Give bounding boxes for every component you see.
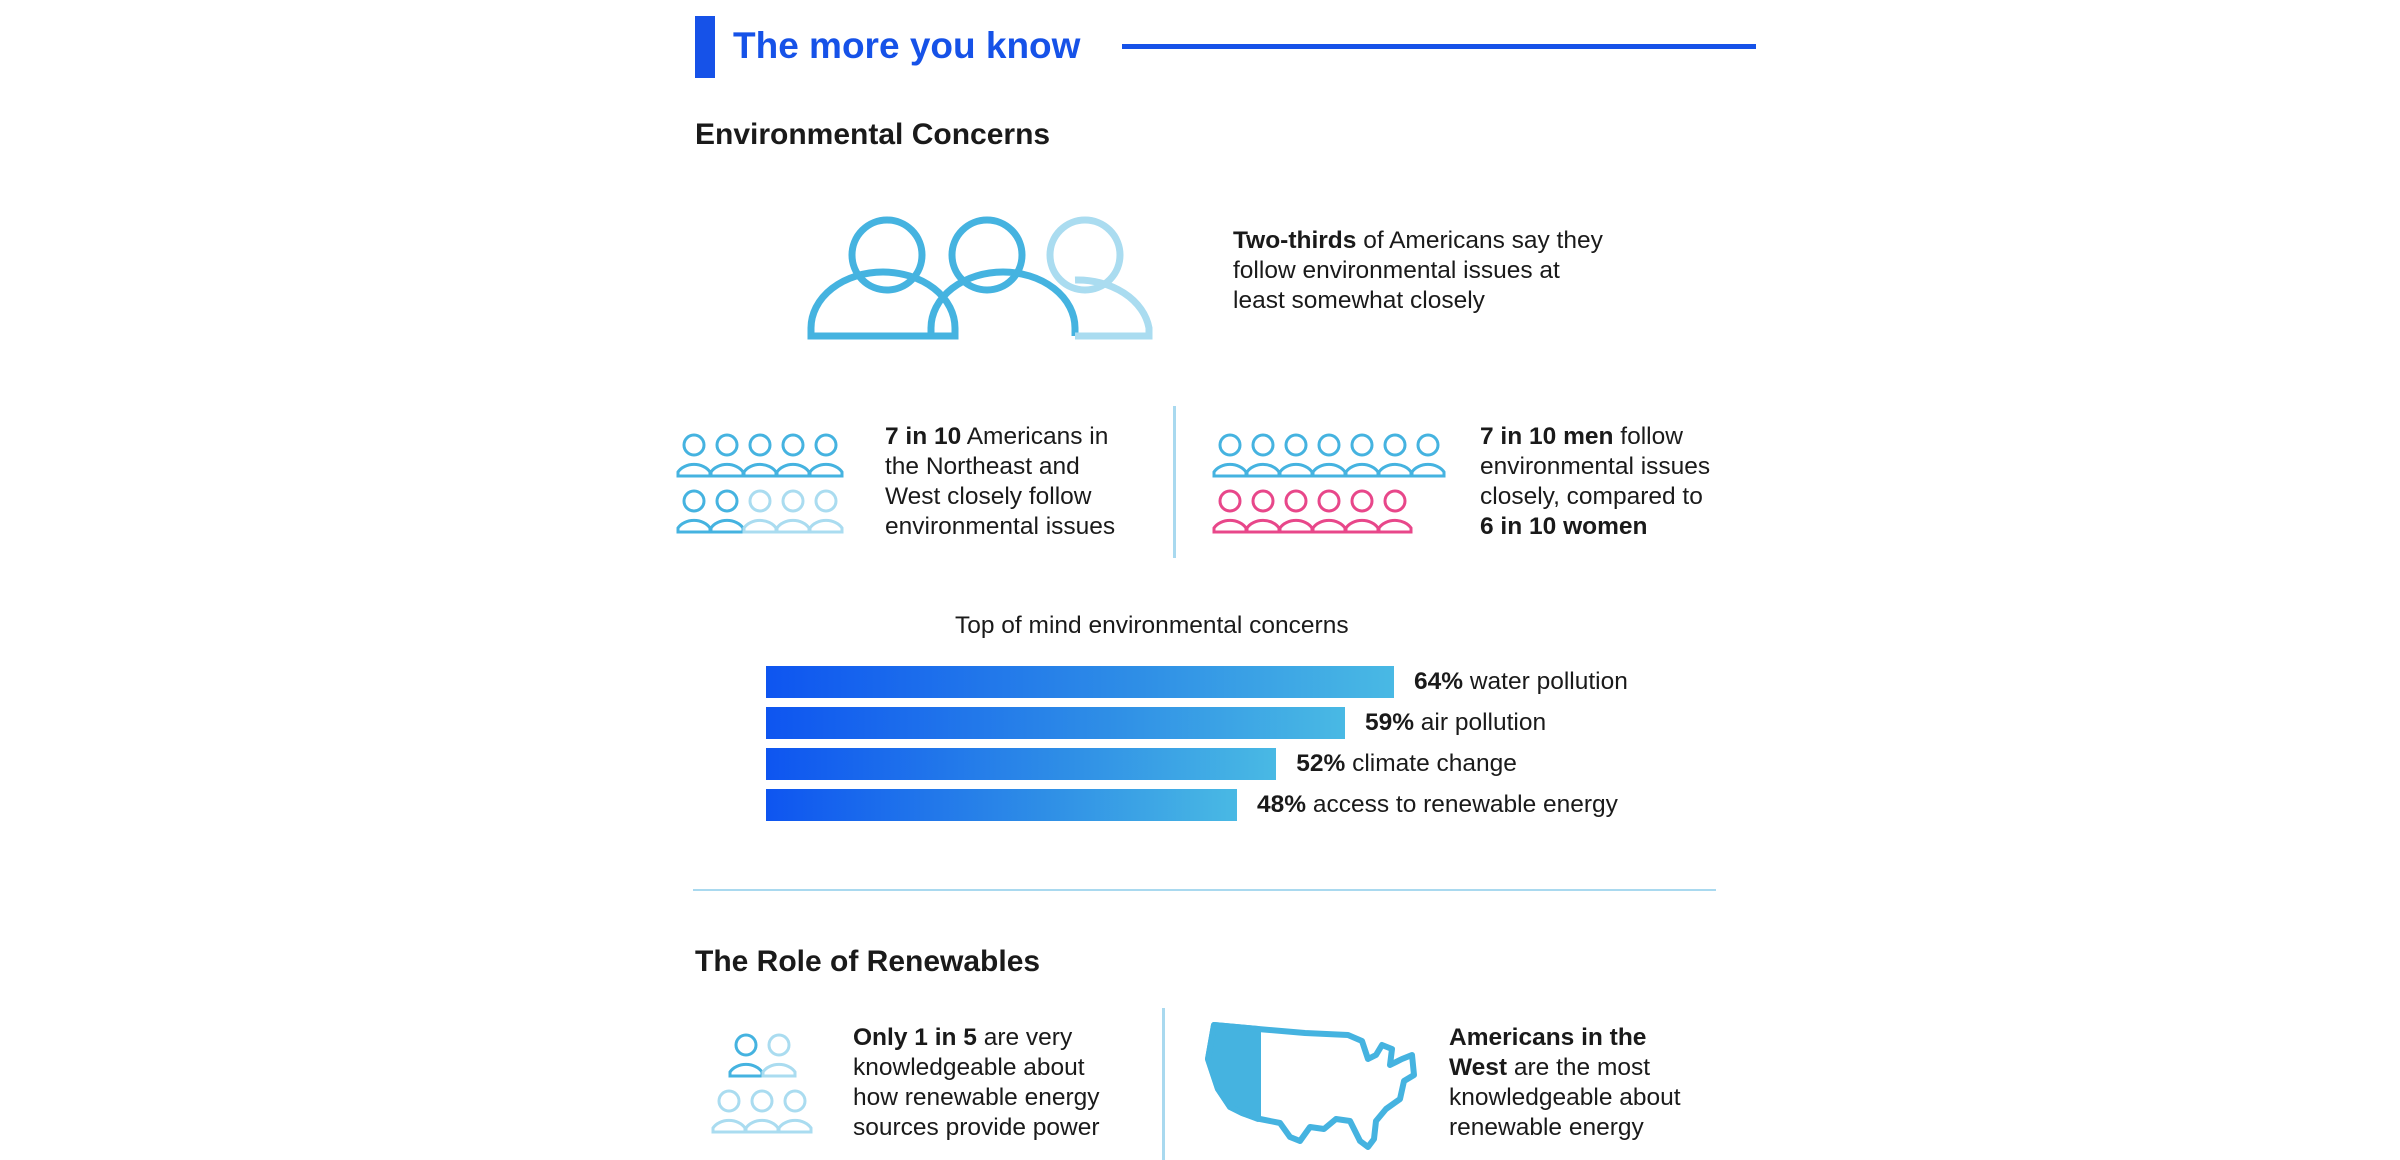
two-thirds-statement: Two-thirds of Americans say they follow … [1233, 226, 1653, 316]
renewables-divider-vertical [1162, 1008, 1165, 1160]
bar-label-0: 64% water pollution [1414, 666, 1628, 698]
knowledge-line4: sources provide power [853, 1114, 1100, 1141]
infographic-panel [665, 0, 1760, 1160]
knowledge-line2: knowledgeable about [853, 1054, 1085, 1081]
west-statement: Americans in the West are the most knowl… [1449, 1023, 1749, 1143]
knowledge-people-icon [711, 1033, 813, 1134]
environmental-section-title: Environmental Concerns [695, 118, 1051, 151]
gender-bold-women: 6 in 10 women [1480, 513, 1648, 540]
bar-label-1: 59% air pollution [1365, 707, 1546, 739]
bar-category-label-1: air pollution [1413, 709, 1547, 736]
bar-category-label-3: access to renewable energy [1306, 791, 1618, 818]
bar-value-label-3: 48% [1257, 791, 1307, 818]
west-bold-line1: Americans in the [1449, 1024, 1647, 1051]
two-thirds-line3: least somewhat closely [1233, 287, 1485, 314]
section-divider-horizontal [693, 889, 1716, 891]
regions-line4: environmental issues [885, 513, 1116, 540]
us-map-icon [1205, 1022, 1417, 1150]
two-thirds-bold: Two-thirds [1233, 227, 1357, 254]
chart-title: Top of mind environmental concerns [955, 612, 1349, 639]
knowledge-bold: Only 1 in 5 [853, 1024, 977, 1051]
page-title: The more you know [733, 25, 1081, 66]
bar-label-2: 52% climate change [1296, 748, 1517, 780]
two-thirds-line1: of Americans say they [1356, 227, 1603, 254]
bar-category-label-0: water pollution [1463, 668, 1628, 695]
bar-2 [766, 748, 1277, 780]
bar-value-label-2: 52% [1296, 750, 1346, 777]
bar-value-label-1: 59% [1364, 709, 1414, 736]
two-thirds-line2: follow environmental issues at [1233, 257, 1560, 284]
renewables-section-title: The Role of Renewables [695, 945, 1041, 978]
concerns-bar-chart: 64% water pollution 59% air pollution 52% … [766, 666, 1666, 826]
bar-1 [766, 707, 1345, 739]
gender-bold-men: 7 in 10 men [1480, 423, 1614, 450]
gender-line2: environmental issues [1480, 453, 1711, 480]
three-people-icon [807, 216, 1153, 340]
bar-value-label-0: 64% [1414, 668, 1464, 695]
bar-label-3: 48% access to renewable energy [1257, 789, 1618, 821]
header-rule [1122, 44, 1756, 49]
region-people-grid-icon [676, 433, 844, 534]
regions-statement: 7 in 10 Americans in the Northeast and W… [885, 422, 1185, 542]
regions-line2: the Northeast and [885, 453, 1080, 480]
section-divider-vertical [1173, 406, 1176, 558]
gender-line3: closely, compared to [1480, 483, 1703, 510]
regions-line1: Americans in [961, 423, 1109, 450]
knowledge-line1: are very [976, 1024, 1073, 1051]
west-line2: are the most [1507, 1054, 1651, 1081]
header-accent-bar [695, 16, 715, 78]
gender-line1: follow [1613, 423, 1683, 450]
gender-people-grid-icon [1212, 433, 1446, 534]
knowledge-statement: Only 1 in 5 are very knowledgeable about… [853, 1023, 1153, 1143]
bar-3 [766, 789, 1237, 821]
knowledge-line3: how renewable energy [853, 1084, 1100, 1111]
west-bold-line2: West [1449, 1054, 1508, 1081]
gender-statement: 7 in 10 men follow environmental issues … [1480, 422, 1750, 542]
west-line3: knowledgeable about [1449, 1084, 1681, 1111]
bar-0 [766, 666, 1394, 698]
west-line4: renewable energy [1449, 1114, 1644, 1141]
regions-bold: 7 in 10 [885, 423, 962, 450]
regions-line3: West closely follow [885, 483, 1092, 510]
bar-category-label-2: climate change [1345, 750, 1517, 777]
